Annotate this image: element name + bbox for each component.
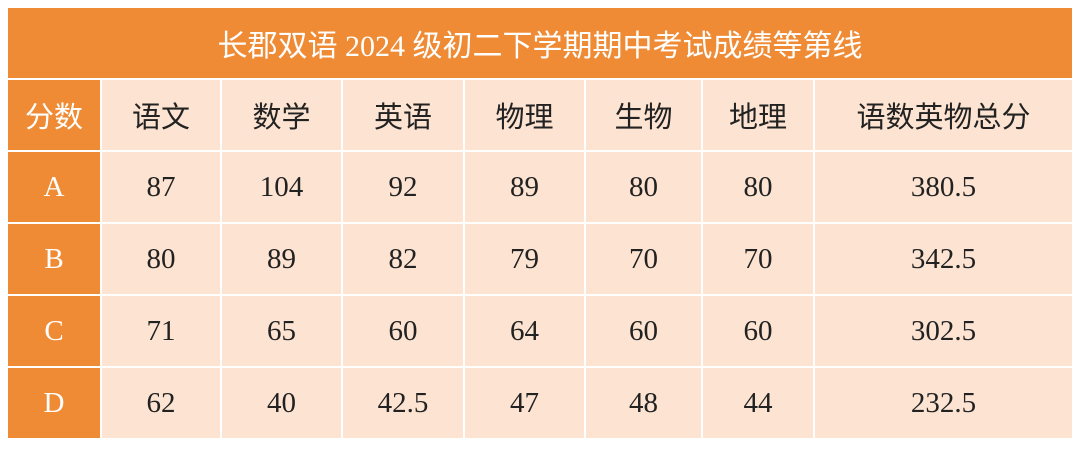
- table-cell: 47: [465, 368, 584, 438]
- header-cell: 语数英物总分: [815, 80, 1072, 150]
- table-cell: 80: [102, 224, 220, 294]
- table-cell: 70: [586, 224, 701, 294]
- table-cell: 82: [343, 224, 463, 294]
- table-cell: 89: [465, 152, 584, 222]
- table-cell: 60: [703, 296, 813, 366]
- table-cell: 70: [703, 224, 813, 294]
- table-cell: 48: [586, 368, 701, 438]
- header-cell: 物理: [465, 80, 584, 150]
- table-cell: 87: [102, 152, 220, 222]
- row-label: C: [8, 296, 100, 366]
- header-cell: 语文: [102, 80, 220, 150]
- table-cell: 232.5: [815, 368, 1072, 438]
- table-cell: 380.5: [815, 152, 1072, 222]
- table-title: 长郡双语 2024 级初二下学期期中考试成绩等第线: [8, 8, 1072, 78]
- header-cell: 英语: [343, 80, 463, 150]
- header-cell: 地理: [703, 80, 813, 150]
- table-cell: 89: [222, 224, 341, 294]
- header-cell: 生物: [586, 80, 701, 150]
- table-cell: 60: [343, 296, 463, 366]
- table-cell: 60: [586, 296, 701, 366]
- header-cell: 分数: [8, 80, 100, 150]
- table-cell: 79: [465, 224, 584, 294]
- table-cell: 40: [222, 368, 341, 438]
- table-cell: 44: [703, 368, 813, 438]
- header-cell: 数学: [222, 80, 341, 150]
- table-cell: 65: [222, 296, 341, 366]
- row-label: A: [8, 152, 100, 222]
- table-cell: 64: [465, 296, 584, 366]
- table-cell: 42.5: [343, 368, 463, 438]
- table-cell: 302.5: [815, 296, 1072, 366]
- table-cell: 62: [102, 368, 220, 438]
- table-cell: 71: [102, 296, 220, 366]
- table-cell: 104: [222, 152, 341, 222]
- row-label: B: [8, 224, 100, 294]
- table-cell: 80: [586, 152, 701, 222]
- table-cell: 80: [703, 152, 813, 222]
- table-cell: 342.5: [815, 224, 1072, 294]
- row-label: D: [8, 368, 100, 438]
- table-cell: 92: [343, 152, 463, 222]
